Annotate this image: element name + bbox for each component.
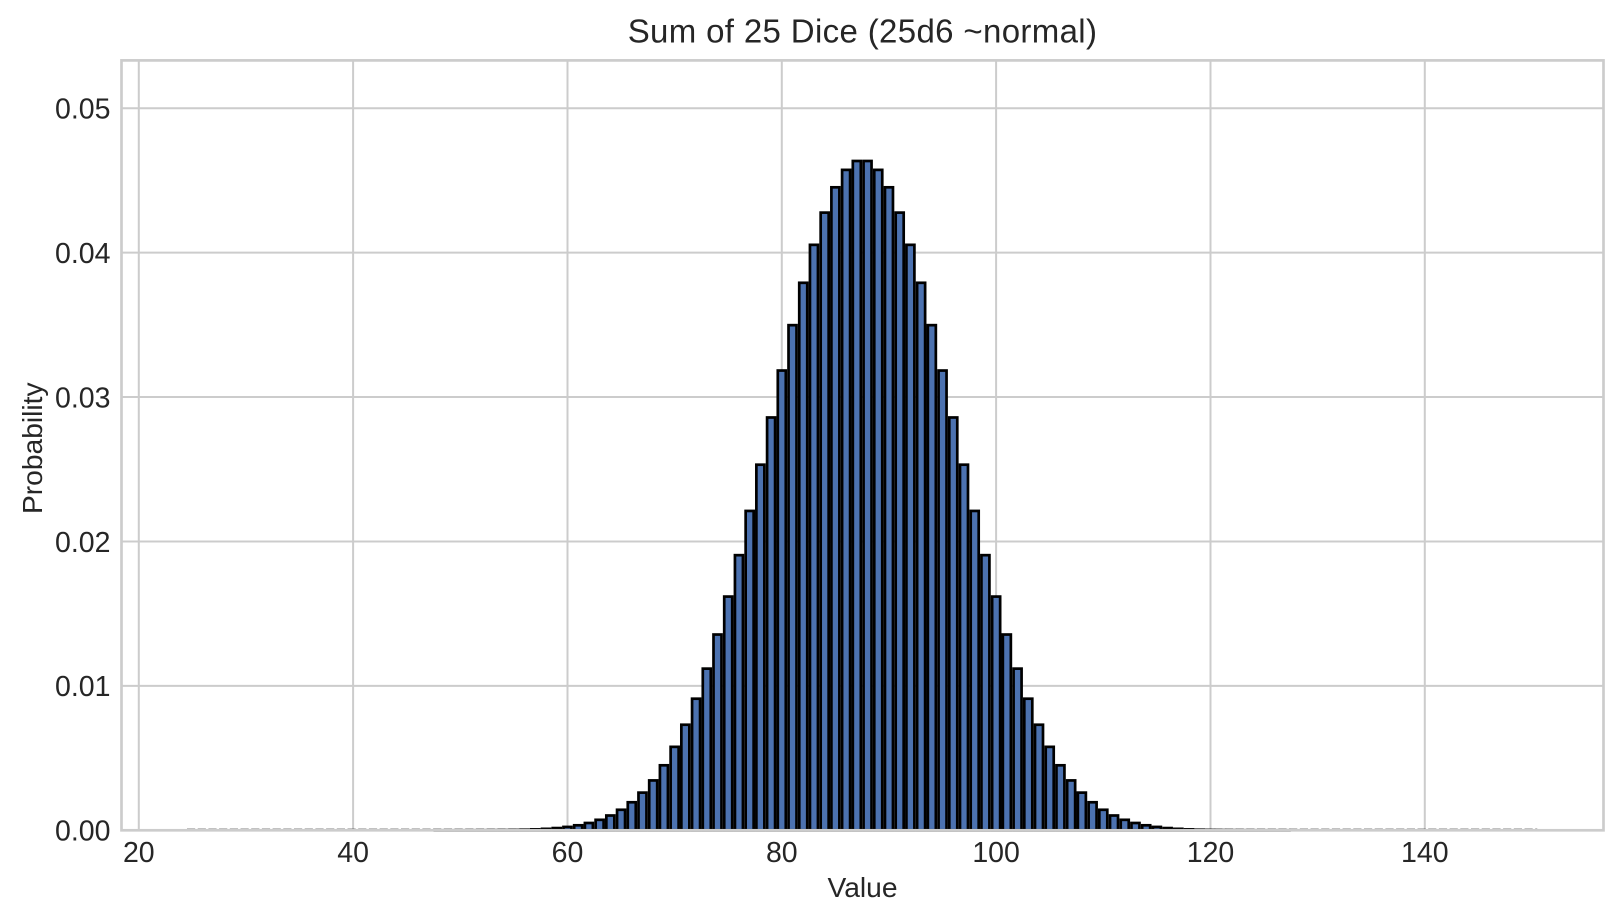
- svg-text:20: 20: [123, 837, 155, 869]
- svg-text:140: 140: [1401, 837, 1449, 869]
- svg-text:Value: Value: [828, 871, 898, 903]
- svg-text:0.01: 0.01: [55, 671, 110, 703]
- svg-text:100: 100: [972, 837, 1020, 869]
- svg-text:0.00: 0.00: [55, 816, 110, 848]
- svg-text:120: 120: [1187, 837, 1235, 869]
- svg-text:0.04: 0.04: [55, 238, 111, 270]
- svg-text:40: 40: [337, 837, 369, 869]
- svg-text:80: 80: [766, 837, 798, 869]
- svg-text:60: 60: [552, 837, 584, 869]
- svg-text:0.05: 0.05: [55, 94, 110, 126]
- svg-text:0.02: 0.02: [55, 527, 110, 559]
- svg-text:0.03: 0.03: [55, 382, 110, 414]
- svg-text:Probability: Probability: [16, 381, 48, 514]
- svg-text:Sum of 25 Dice (25d6 ~normal): Sum of 25 Dice (25d6 ~normal): [628, 13, 1098, 50]
